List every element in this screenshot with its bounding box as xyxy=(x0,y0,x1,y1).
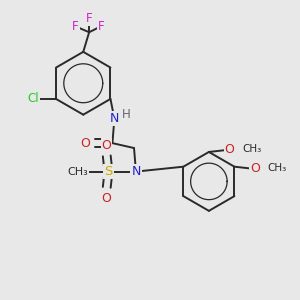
Text: F: F xyxy=(86,12,92,25)
Text: Cl: Cl xyxy=(28,92,39,106)
Text: O: O xyxy=(250,162,260,175)
Text: O: O xyxy=(80,136,90,150)
Text: H: H xyxy=(122,108,130,121)
Text: S: S xyxy=(104,165,113,178)
Text: O: O xyxy=(102,192,112,205)
Text: CH₃: CH₃ xyxy=(268,163,287,173)
Text: O: O xyxy=(102,139,112,152)
Text: N: N xyxy=(110,112,119,125)
Text: CH₃: CH₃ xyxy=(242,144,262,154)
Text: CH₃: CH₃ xyxy=(68,167,88,177)
Text: F: F xyxy=(98,20,104,33)
Text: O: O xyxy=(225,143,234,157)
Text: F: F xyxy=(72,20,79,33)
Text: N: N xyxy=(131,165,141,178)
